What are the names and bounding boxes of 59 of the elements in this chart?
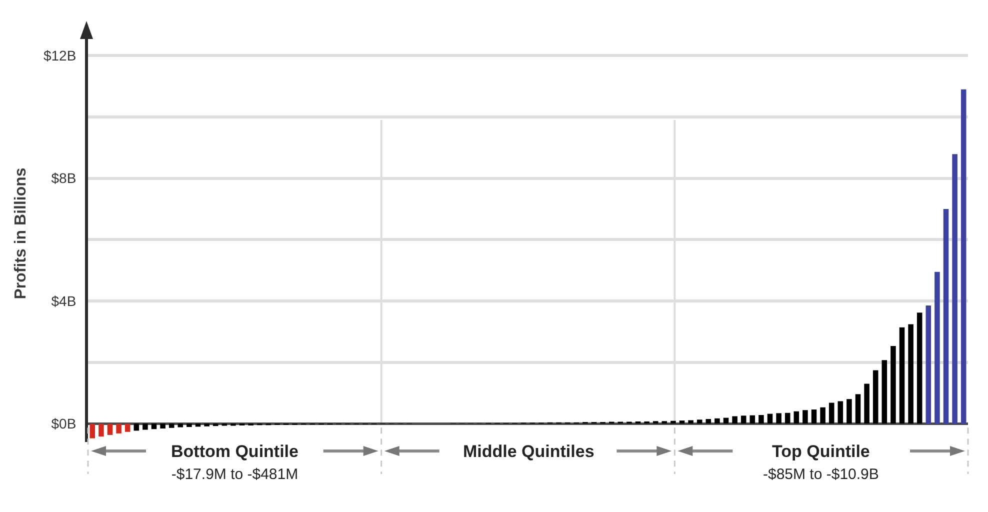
bar xyxy=(872,370,878,424)
bar xyxy=(90,424,96,438)
bar xyxy=(160,424,166,429)
bar xyxy=(828,402,834,424)
bar xyxy=(784,412,790,424)
bar xyxy=(662,421,668,424)
bar xyxy=(644,421,650,424)
bar xyxy=(134,424,140,431)
bar xyxy=(740,416,746,424)
bar xyxy=(934,272,940,424)
bar xyxy=(794,411,800,424)
bar xyxy=(750,415,756,424)
bar xyxy=(688,420,694,424)
bar xyxy=(151,424,157,430)
bar xyxy=(714,418,720,424)
bar xyxy=(952,154,958,424)
bar xyxy=(838,401,844,424)
bar xyxy=(98,424,104,436)
bar xyxy=(652,421,658,424)
y-tick-label: $0B xyxy=(51,416,76,432)
bar xyxy=(758,415,764,424)
bar xyxy=(776,413,782,424)
bar xyxy=(811,410,817,424)
y-axis-title: Profits in Billions xyxy=(12,168,30,300)
y-tick-label: $4B xyxy=(51,292,76,309)
bar xyxy=(124,424,130,432)
bar xyxy=(168,424,174,428)
bar xyxy=(820,407,826,424)
bar xyxy=(679,420,685,424)
bar xyxy=(926,306,932,424)
bar xyxy=(908,324,914,424)
bar xyxy=(178,424,184,428)
annotation: Middle Quintiles xyxy=(463,442,594,461)
bar xyxy=(186,424,192,427)
bar xyxy=(706,419,712,424)
bar xyxy=(204,424,210,426)
bar xyxy=(846,399,852,424)
bar xyxy=(855,394,861,424)
bar xyxy=(212,424,218,426)
bar xyxy=(732,416,738,424)
bar xyxy=(943,208,949,424)
bar xyxy=(116,424,122,434)
bar xyxy=(890,346,896,424)
bar xyxy=(696,420,702,424)
bar xyxy=(670,420,676,424)
annotation: Bottom Quintile -$17.9M to -$481M xyxy=(171,442,298,484)
bar xyxy=(864,384,870,424)
y-tick-label: $12B xyxy=(43,48,76,64)
y-tick-label: $8B xyxy=(51,170,76,186)
bar xyxy=(142,424,148,430)
annotation: Top Quintile -$85M to -$10.9B xyxy=(763,442,879,484)
bar xyxy=(960,89,966,424)
bar xyxy=(107,424,113,435)
bar xyxy=(916,312,922,424)
bar xyxy=(802,410,808,424)
bar xyxy=(767,414,773,424)
bar xyxy=(882,360,888,424)
bar xyxy=(195,424,201,427)
bar xyxy=(899,327,905,424)
